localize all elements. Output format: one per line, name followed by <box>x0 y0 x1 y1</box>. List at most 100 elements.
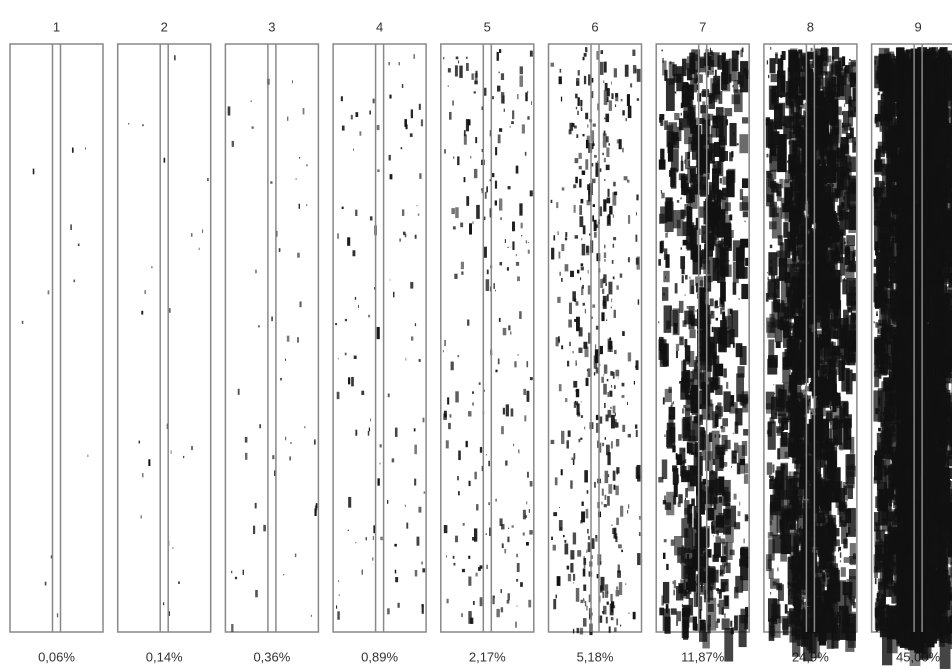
speckle <box>596 51 598 60</box>
speckle <box>402 209 404 216</box>
speckle <box>730 621 732 627</box>
speckle <box>585 159 588 170</box>
speckle <box>474 472 476 480</box>
speckle <box>525 152 527 156</box>
speckle <box>702 101 705 105</box>
speckle <box>297 253 300 258</box>
speckle <box>597 161 598 163</box>
speckle <box>822 549 826 554</box>
speckle <box>417 205 418 206</box>
speckle <box>306 204 307 206</box>
speckle <box>690 280 695 294</box>
speckle <box>351 377 354 386</box>
speckle <box>518 354 519 356</box>
speckle <box>578 348 582 353</box>
speckle <box>777 448 780 459</box>
speckle <box>808 153 809 155</box>
speckle <box>575 158 579 163</box>
speckle <box>822 572 825 577</box>
speckle <box>609 100 612 111</box>
speckle <box>530 51 533 57</box>
speckle <box>74 280 75 283</box>
speckle <box>772 464 774 472</box>
speckle <box>252 126 254 128</box>
speckle <box>803 323 809 331</box>
speckle <box>556 595 557 599</box>
speckle <box>556 337 559 346</box>
speckle <box>559 507 560 508</box>
speckle <box>611 298 612 302</box>
speckle <box>680 210 684 220</box>
speckle <box>529 530 532 535</box>
speckle <box>841 368 849 392</box>
speckle <box>663 582 669 604</box>
speckle <box>619 582 622 595</box>
speckle <box>683 620 688 629</box>
speckle <box>605 584 608 598</box>
speckle <box>679 173 682 180</box>
speckle <box>847 579 856 598</box>
speckle <box>681 103 683 108</box>
speckle <box>561 97 562 102</box>
speckle <box>687 422 690 430</box>
speckle <box>747 516 749 519</box>
speckle <box>603 274 606 283</box>
speckle <box>811 253 813 258</box>
speckle <box>583 585 586 591</box>
speckle <box>615 533 617 539</box>
speckle <box>839 180 843 184</box>
speckle <box>454 274 457 279</box>
speckle <box>628 504 629 508</box>
speckle <box>610 407 611 409</box>
speckle <box>798 318 802 322</box>
speckle <box>687 152 690 159</box>
speckle <box>768 532 773 538</box>
speckle <box>686 187 693 203</box>
speckle <box>508 528 509 529</box>
speckle <box>580 438 582 440</box>
speckle <box>689 329 695 338</box>
speckle <box>771 275 775 282</box>
speckle <box>621 550 623 552</box>
speckle <box>574 319 576 322</box>
speckle <box>468 411 471 416</box>
speckle <box>605 471 609 483</box>
speckle <box>501 589 502 593</box>
speckle <box>664 617 670 634</box>
speckle <box>470 156 471 159</box>
speckle <box>611 606 613 612</box>
speckle <box>33 169 35 175</box>
speckle <box>809 149 816 172</box>
speckle <box>461 613 462 617</box>
speckle <box>616 439 619 447</box>
speckle <box>592 304 595 307</box>
speckle <box>609 391 612 397</box>
speckle <box>470 618 473 624</box>
speckle <box>685 498 686 500</box>
speckle <box>664 539 667 542</box>
speckle <box>708 65 711 70</box>
speckle <box>848 527 850 535</box>
speckle <box>587 490 589 493</box>
speckle <box>421 119 423 126</box>
speckle <box>530 190 533 196</box>
speckle <box>559 76 562 84</box>
speckle <box>128 123 129 124</box>
speckle <box>607 189 609 197</box>
speckle <box>778 146 779 149</box>
speckle <box>676 344 679 351</box>
speckle <box>769 568 774 579</box>
speckle <box>734 494 737 500</box>
speckle <box>446 555 447 557</box>
speckle <box>780 438 790 459</box>
speckle <box>848 203 850 209</box>
speckle <box>840 552 841 557</box>
speckle <box>637 98 639 101</box>
speckle <box>722 418 728 426</box>
speckle <box>507 600 510 604</box>
speckle <box>451 208 455 214</box>
speckle <box>794 501 803 519</box>
speckle <box>849 206 856 230</box>
panel-number: 2 <box>161 19 168 34</box>
speckle <box>520 582 523 587</box>
